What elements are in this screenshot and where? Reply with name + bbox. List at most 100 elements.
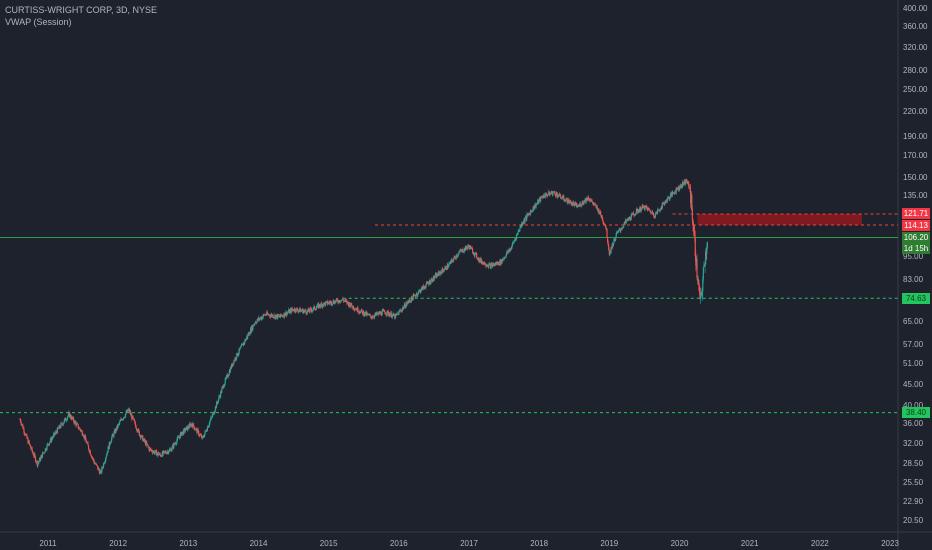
candle-body-76 xyxy=(63,422,65,424)
candle-body-435 xyxy=(270,315,272,317)
candle-body-615 xyxy=(374,315,376,318)
candle-body-1060 xyxy=(630,214,632,220)
candle-body-444 xyxy=(275,315,277,319)
candle-body-657 xyxy=(398,311,400,315)
candle-body-192 xyxy=(130,411,132,415)
candle-body-858 xyxy=(514,239,516,241)
candle-body-178 xyxy=(121,419,124,421)
candle-body-534 xyxy=(327,303,329,305)
candle-body-633 xyxy=(384,311,386,314)
candle-body-493 xyxy=(303,310,305,312)
candle-body-520 xyxy=(319,304,321,307)
candle-body-925 xyxy=(552,191,554,193)
candle-body-52 xyxy=(49,441,51,444)
candle-body-1086 xyxy=(645,206,647,208)
price-tick-label: 51.00 xyxy=(903,358,924,368)
candle-body-910 xyxy=(544,197,546,198)
candle-body-956 xyxy=(570,201,572,206)
candle-body-468 xyxy=(289,310,291,314)
candle-body-824 xyxy=(494,263,496,266)
candle-body-474 xyxy=(292,309,294,311)
candle-body-67 xyxy=(57,428,60,430)
candle-body-173 xyxy=(119,421,121,424)
candle-body-1148 xyxy=(681,186,683,188)
candle-body-287 xyxy=(184,430,187,432)
candle-body-1183 xyxy=(701,291,703,294)
candle-body-873 xyxy=(522,222,525,224)
candle-body-69 xyxy=(59,425,61,428)
time-tick-label: 2011 xyxy=(39,539,57,548)
candle-body-174 xyxy=(119,420,121,422)
candle-body-1171 xyxy=(694,236,696,257)
candle-body-1082 xyxy=(643,205,645,209)
candle-body-754 xyxy=(454,256,456,258)
candle-body-748 xyxy=(450,259,452,263)
candle-body-324 xyxy=(206,430,208,432)
candle-body-1189 xyxy=(705,251,707,265)
candle-body-176 xyxy=(120,419,123,420)
candle-body-1042 xyxy=(620,229,622,231)
candle-body-186 xyxy=(126,409,128,413)
candle-body-1144 xyxy=(679,188,681,190)
candle-body-390 xyxy=(244,339,246,344)
candle-body-522 xyxy=(320,303,322,307)
candle-body-800 xyxy=(480,258,482,263)
candle-body-750 xyxy=(451,259,454,261)
candle-body-238 xyxy=(156,453,158,456)
candle-body-913 xyxy=(545,193,548,196)
resistance-zone xyxy=(697,213,862,226)
candle-body-104 xyxy=(79,427,81,430)
candle-body-928 xyxy=(554,193,556,196)
candle-body-188 xyxy=(127,409,129,412)
price-tick-label: 95.00 xyxy=(903,251,924,261)
candle-body-885 xyxy=(529,211,531,216)
time-tick-label: 2016 xyxy=(389,539,408,548)
price-tick-label: 22.90 xyxy=(903,496,924,506)
candle-body-486 xyxy=(299,308,301,313)
candle-body-573 xyxy=(349,306,351,307)
candle-body-645 xyxy=(391,317,393,318)
indicator-title[interactable]: VWAP (Session) xyxy=(5,17,72,27)
candle-body-127 xyxy=(92,458,94,460)
candle-body-49 xyxy=(47,443,49,445)
candle-body-711 xyxy=(429,280,431,284)
candle-body-196 xyxy=(132,415,134,419)
symbol-title[interactable]: CURTISS-WRIGHT CORP, 3D, NYSE xyxy=(5,5,158,15)
candle-body-856 xyxy=(512,242,515,244)
candle-body-702 xyxy=(424,286,426,288)
candle-body-267 xyxy=(173,443,175,448)
candle-body-145 xyxy=(102,463,105,468)
candle-body-459 xyxy=(284,312,286,317)
candle-body-475 xyxy=(293,310,295,312)
candle-body-1077 xyxy=(640,210,642,212)
candle-body-602 xyxy=(366,313,368,316)
resistance-top-tag: 121.71 xyxy=(902,208,930,220)
candle-body-1023 xyxy=(609,250,611,255)
candle-body-329 xyxy=(209,421,211,425)
candle-body-969 xyxy=(578,206,580,207)
support-low-tag: 38.40 xyxy=(902,407,930,419)
candle-body-719 xyxy=(433,277,436,279)
candle-body-636 xyxy=(386,314,388,316)
candle-body-1034 xyxy=(615,233,617,237)
candle-body-946 xyxy=(564,200,567,202)
candle-body-691 xyxy=(417,291,420,294)
candle-body-216 xyxy=(143,438,146,442)
candle-body-1055 xyxy=(627,217,629,221)
candle-body-842 xyxy=(504,257,507,258)
candle-body-1165 xyxy=(691,195,693,209)
candle-body-460 xyxy=(284,314,286,317)
candle-body-1015 xyxy=(604,225,606,226)
candle-body-1010 xyxy=(601,216,604,221)
candle-body-740 xyxy=(446,269,448,271)
candle-body-915 xyxy=(547,194,549,197)
price-tick-label: 57.00 xyxy=(903,339,924,349)
candle-body-56 xyxy=(51,438,53,439)
candle-body-778 xyxy=(468,245,470,247)
candle-body-244 xyxy=(160,454,162,457)
candle-body-982 xyxy=(585,197,587,203)
candle-body-739 xyxy=(445,266,447,270)
candle-body-620 xyxy=(376,313,379,315)
candle-body-817 xyxy=(490,263,492,269)
